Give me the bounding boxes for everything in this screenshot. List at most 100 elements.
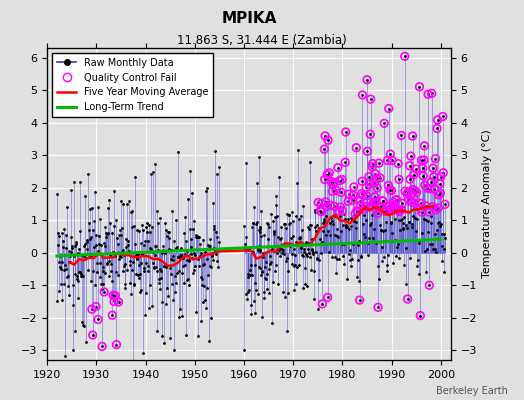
Point: [412, 189, 421, 196]
Point: [394, 160, 402, 167]
Point: [420, 143, 429, 149]
Point: [407, 153, 415, 159]
Point: [418, 209, 426, 215]
Point: [410, 200, 418, 206]
Point: [341, 159, 350, 166]
Title: MPIKA: MPIKA: [221, 11, 277, 26]
Point: [320, 146, 329, 152]
Point: [325, 170, 333, 176]
Legend: Raw Monthly Data, Quality Control Fail, Five Year Moving Average, Long-Term Tren: Raw Monthly Data, Quality Control Fail, …: [52, 53, 213, 117]
Point: [430, 186, 439, 192]
Point: [401, 188, 409, 194]
Point: [372, 206, 380, 212]
Point: [385, 203, 394, 210]
Point: [419, 165, 427, 172]
Point: [404, 189, 412, 196]
Point: [439, 170, 447, 176]
Point: [323, 172, 331, 178]
Point: [109, 292, 117, 298]
Point: [389, 206, 398, 212]
Point: [382, 208, 390, 214]
Point: [417, 157, 425, 163]
Point: [354, 208, 362, 214]
Point: [425, 282, 433, 288]
Point: [353, 208, 361, 214]
Point: [374, 210, 382, 216]
Point: [356, 197, 364, 204]
Point: [350, 184, 358, 190]
Point: [352, 144, 361, 151]
Point: [344, 198, 352, 204]
Point: [363, 193, 371, 199]
Point: [391, 197, 400, 203]
Point: [355, 297, 364, 303]
Point: [421, 182, 429, 188]
Point: [358, 178, 366, 184]
Point: [361, 206, 369, 212]
Point: [94, 316, 102, 323]
Point: [358, 92, 367, 98]
Point: [111, 292, 119, 299]
Point: [433, 125, 441, 132]
Point: [410, 172, 418, 178]
Point: [428, 90, 436, 96]
Point: [366, 96, 375, 102]
Point: [429, 204, 437, 210]
Point: [108, 312, 116, 318]
Point: [365, 181, 374, 188]
Point: [342, 129, 350, 135]
Point: [387, 187, 396, 194]
Point: [336, 204, 345, 210]
Point: [436, 180, 444, 187]
Point: [408, 133, 417, 139]
Point: [376, 203, 385, 210]
Point: [370, 180, 378, 186]
Point: [330, 179, 338, 186]
Point: [416, 84, 424, 90]
Point: [389, 199, 397, 205]
Point: [338, 176, 346, 183]
Point: [374, 304, 382, 310]
Point: [349, 192, 357, 198]
Point: [421, 203, 430, 209]
Point: [375, 160, 383, 166]
Point: [397, 206, 405, 213]
Point: [362, 184, 370, 190]
Point: [356, 202, 365, 209]
Point: [384, 182, 392, 188]
Point: [330, 203, 339, 210]
Point: [89, 332, 97, 338]
Point: [88, 306, 96, 312]
Point: [419, 173, 428, 179]
Point: [326, 202, 335, 208]
Point: [366, 131, 375, 138]
Point: [318, 208, 326, 215]
Y-axis label: Temperature Anomaly (°C): Temperature Anomaly (°C): [483, 130, 493, 278]
Point: [365, 174, 373, 180]
Point: [409, 186, 417, 192]
Point: [403, 191, 411, 197]
Point: [329, 181, 337, 188]
Point: [314, 199, 322, 206]
Point: [363, 148, 372, 154]
Point: [379, 198, 387, 204]
Point: [98, 343, 106, 350]
Point: [370, 199, 378, 206]
Point: [385, 105, 393, 112]
Point: [321, 133, 330, 139]
Point: [373, 175, 381, 182]
Point: [351, 210, 359, 217]
Point: [410, 187, 419, 194]
Point: [110, 298, 118, 305]
Point: [429, 165, 437, 172]
Point: [345, 191, 353, 197]
Point: [386, 151, 395, 157]
Point: [417, 200, 425, 206]
Point: [324, 137, 332, 144]
Point: [441, 201, 449, 208]
Point: [423, 185, 431, 191]
Point: [404, 196, 412, 202]
Point: [386, 187, 394, 194]
Point: [416, 312, 424, 319]
Point: [436, 173, 445, 180]
